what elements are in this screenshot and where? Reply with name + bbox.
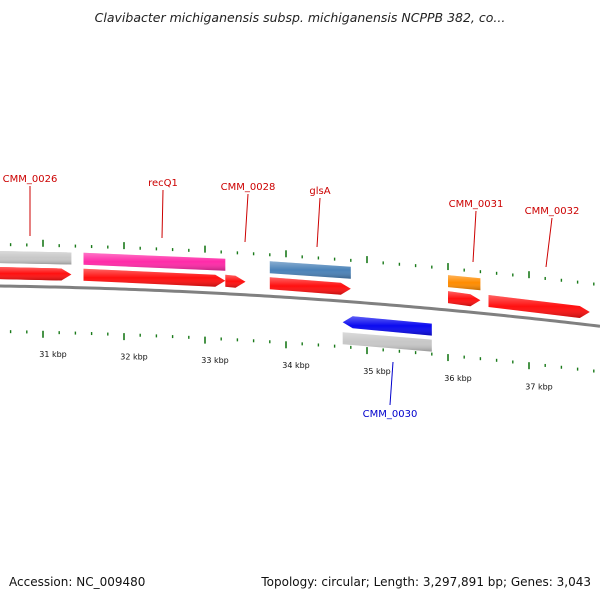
cds-arrow bbox=[83, 268, 226, 287]
kbp-label: 35 kbp bbox=[363, 367, 391, 376]
label-leader-line bbox=[161, 189, 164, 239]
kbp-label: 32 kbp bbox=[120, 352, 148, 361]
gene-bar-reverse-shade bbox=[342, 332, 432, 352]
gene-bar-shade bbox=[448, 275, 481, 291]
outer-tick-ring bbox=[9, 239, 595, 286]
cds-arrow bbox=[448, 291, 481, 307]
gene-label-cmm_0031: CMM_0031 bbox=[449, 199, 504, 210]
cds-arrow bbox=[0, 267, 72, 281]
kbp-label: 36 kbp bbox=[444, 374, 472, 383]
map-title: Clavibacter michiganensis subsp. michiga… bbox=[94, 10, 506, 25]
cds-arrow bbox=[488, 295, 590, 318]
gene-bar bbox=[448, 275, 481, 291]
inner-tick-ring bbox=[9, 330, 595, 373]
gene-label-cmm_0030: CMM_0030 bbox=[363, 409, 418, 420]
gene-arrow-reverse bbox=[342, 316, 432, 336]
gene-label-cmm_0032: CMM_0032 bbox=[525, 206, 580, 217]
kbp-label: 37 kbp bbox=[525, 382, 553, 391]
cds-arrow-shade bbox=[448, 291, 481, 307]
label-leader-line bbox=[244, 193, 249, 243]
gene-bar bbox=[83, 252, 226, 271]
gene-labels: CMM_0026 recQ1 CMM_0028 glsA CMM_0030 CMM_003… bbox=[3, 174, 580, 420]
cds-arrow-shade bbox=[488, 295, 590, 318]
gene-label-cmm_0028: CMM_0028 bbox=[221, 182, 276, 193]
label-leader-line bbox=[472, 210, 477, 263]
cds-arrow bbox=[269, 277, 351, 295]
kbp-label: 34 kbp bbox=[282, 361, 310, 370]
gene-label-cmm_0026: CMM_0026 bbox=[3, 174, 58, 185]
gene-label-recq1: recQ1 bbox=[148, 178, 178, 189]
cds-arrow-shade bbox=[269, 277, 351, 295]
cds-arrow bbox=[225, 274, 246, 288]
label-leader-line bbox=[316, 197, 321, 248]
feature-tracks bbox=[0, 251, 590, 352]
gene-bar-shade bbox=[0, 251, 72, 265]
kbp-label: 33 kbp bbox=[201, 356, 229, 365]
label-leader-line bbox=[545, 217, 553, 268]
genome-summary-text: Topology: circular; Length: 3,297,891 bp… bbox=[261, 575, 591, 589]
accession-text: Accession: NC_009480 bbox=[9, 575, 146, 589]
kbp-labels: 31 kbp 32 kbp 33 kbp 34 kbp 35 kbp 36 kbp 37 k… bbox=[39, 350, 553, 391]
gene-bar bbox=[269, 261, 351, 279]
cds-arrow-shade bbox=[83, 268, 226, 287]
gene-bar-shade bbox=[83, 252, 226, 271]
gene-bar bbox=[0, 251, 72, 265]
backbone-line bbox=[0, 284, 600, 328]
gene-bar-reverse bbox=[342, 332, 432, 352]
gene-label-glsa: glsA bbox=[309, 186, 330, 197]
cds-arrow-shade bbox=[225, 274, 246, 288]
gene-bar-shade bbox=[269, 261, 351, 279]
gene-arrow-reverse-shade bbox=[342, 316, 432, 336]
cds-arrow-shade bbox=[0, 267, 72, 281]
kbp-label: 31 kbp bbox=[39, 350, 67, 359]
label-leader-line bbox=[389, 361, 394, 406]
